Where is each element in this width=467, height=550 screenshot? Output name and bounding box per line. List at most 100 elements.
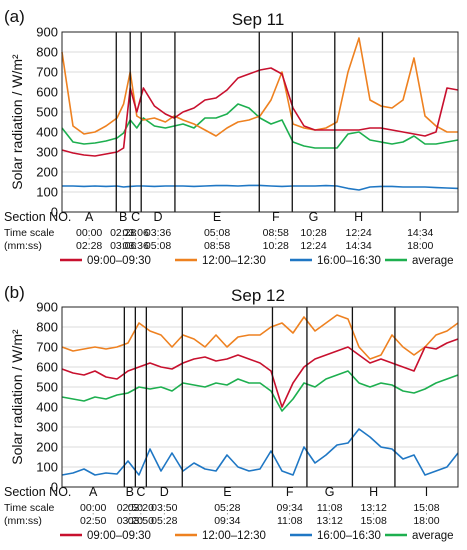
panel-a-section-letter: H bbox=[354, 210, 363, 224]
panel-a-section-letter: B bbox=[119, 210, 127, 224]
panel-a-section-start: 05:08 bbox=[204, 227, 230, 239]
panel-a-yticks: 0 100 200 300 400 500 600 700 800 900 bbox=[36, 25, 58, 220]
panel-a-series-line-0 bbox=[61, 67, 459, 157]
panel-a-section-start: 03:36 bbox=[145, 227, 171, 239]
panel-b-section-start: 09:34 bbox=[277, 502, 303, 514]
panel-b-section-end: 03:20 bbox=[117, 515, 143, 527]
panel-a-section-end: 18:00 bbox=[407, 240, 433, 252]
panel-a-section-label: Section NO. bbox=[4, 210, 71, 224]
panel-b-section-letter: G bbox=[325, 485, 335, 499]
panel-b-ytick-label: 500 bbox=[36, 380, 58, 395]
panel-b-section-start: 03:50 bbox=[151, 502, 177, 514]
panel-a-section-end: 12:24 bbox=[300, 240, 326, 252]
panel-b-section-start: 05:28 bbox=[214, 502, 240, 514]
panel-b-section-letter: B bbox=[126, 485, 134, 499]
panel-b-section-end: 05:28 bbox=[151, 515, 177, 527]
panel-a-section-end: 03:36 bbox=[123, 240, 149, 252]
panel-b-ytick-label: 800 bbox=[36, 320, 58, 335]
panel-a-ytick-label: 100 bbox=[36, 185, 58, 200]
panel-b-series-line-0 bbox=[61, 338, 459, 408]
panel-a-section-letter: C bbox=[131, 210, 140, 224]
panel-a-section-start: 08:58 bbox=[263, 227, 289, 239]
panel-b-section-letter: D bbox=[160, 485, 169, 499]
panel-b-section-end: 02:50 bbox=[80, 515, 106, 527]
panel-b-section-end: 11:08 bbox=[277, 515, 303, 527]
panel-b-ytick-label: 0 bbox=[51, 480, 58, 495]
panel-a: (a) Sep 11 Solar radiation / W/m² 0 100 20… bbox=[4, 7, 459, 267]
panel-b-section-end: 03:50 bbox=[128, 515, 154, 527]
panel-a-ylabel: Solar radiation / W/m² bbox=[9, 54, 25, 190]
panel-b-series-line-3 bbox=[61, 370, 459, 412]
panel-b-legend-label: average bbox=[412, 530, 454, 542]
panel-b-legend-label: 16:00–16:30 bbox=[317, 530, 381, 542]
panel-a-ytick-label: 900 bbox=[36, 25, 58, 40]
panel-b-section-letter: E bbox=[223, 485, 231, 499]
panel-b-section-letter: F bbox=[286, 485, 294, 499]
panel-a-legend-label: 12:00–12:30 bbox=[202, 255, 266, 267]
panel-b-section-letter: I bbox=[425, 485, 428, 499]
panel-b-ytick-label: 300 bbox=[36, 420, 58, 435]
panel-a-legend-label: 16:00–16:30 bbox=[317, 255, 381, 267]
panel-a-series-line-1 bbox=[61, 37, 458, 137]
panel-b-section-start: 03:20 bbox=[128, 502, 154, 514]
panel-a-section-letter: A bbox=[85, 210, 94, 224]
panel-a-section-end: 02:28 bbox=[76, 240, 102, 252]
panel-a-section-letter: E bbox=[213, 210, 221, 224]
panel-b-section-end: 18:00 bbox=[413, 515, 439, 527]
panel-a-frame bbox=[61, 31, 459, 213]
panel-a-section-end: 05:08 bbox=[145, 240, 171, 252]
panel-a-section-letter: F bbox=[272, 210, 280, 224]
panel-b-time-unit: (mm:ss) bbox=[4, 515, 42, 527]
panel-a-section-end: 14:34 bbox=[345, 240, 371, 252]
panel-a-legend-label: average bbox=[412, 255, 454, 267]
panel-a-boundaries bbox=[115, 32, 384, 212]
panel-a-lines bbox=[61, 37, 459, 191]
panel-b-section-end: 09:34 bbox=[214, 515, 240, 527]
panel-a-ytick-label: 500 bbox=[36, 105, 58, 120]
panel-b-sections: A00:0002:50B02:5003:20C03:2003:50D03:500… bbox=[80, 485, 440, 527]
panel-b-lines bbox=[61, 314, 459, 476]
panel-b-legend-label: 09:00–09:30 bbox=[87, 530, 151, 542]
panel-a-section-start: 00:00 bbox=[76, 227, 102, 239]
panel-b-section-start: 13:12 bbox=[361, 502, 387, 514]
panel-b-ytick-label: 700 bbox=[36, 340, 58, 355]
panel-b-ytick-label: 900 bbox=[36, 300, 58, 315]
panel-a-series-line-3 bbox=[61, 103, 459, 149]
panel-b-label: (b) bbox=[4, 283, 25, 302]
panel-a-ytick-label: 800 bbox=[36, 45, 58, 60]
panel-b-section-start: 15:08 bbox=[413, 502, 439, 514]
panel-a-ytick-label: 0 bbox=[51, 205, 58, 220]
panel-b-section-end: 15:08 bbox=[361, 515, 387, 527]
panel-b-section-label: Section NO. bbox=[4, 485, 71, 499]
panel-b-section-start: 00:00 bbox=[80, 502, 106, 514]
panel-a-section-end: 10:28 bbox=[263, 240, 289, 252]
panel-b-ylabel: Solar radiation / W/m² bbox=[9, 329, 25, 465]
panel-b-series-line-2 bbox=[61, 428, 459, 476]
panel-b-section-start: 11:08 bbox=[317, 502, 343, 514]
panel-b-section-letter: A bbox=[89, 485, 98, 499]
panel-a-section-start: 10:28 bbox=[300, 227, 326, 239]
panel-a-section-end: 08:58 bbox=[204, 240, 230, 252]
panel-b-ytick-label: 400 bbox=[36, 400, 58, 415]
panel-a-legend-label: 09:00–09:30 bbox=[87, 255, 151, 267]
panel-a-time-unit: (mm:ss) bbox=[4, 240, 42, 252]
panel-a-section-start: 02:28 bbox=[110, 227, 136, 239]
panel-a-ytick-label: 200 bbox=[36, 165, 58, 180]
panel-b-section-end: 13:12 bbox=[317, 515, 343, 527]
panel-a-section-letter: G bbox=[309, 210, 319, 224]
panel-b-ytick-label: 600 bbox=[36, 360, 58, 375]
panel-a-legend: 09:00–09:30 12:00–12:30 16:00–16:30 average bbox=[60, 255, 454, 267]
panel-a-section-end: 03:06 bbox=[110, 240, 136, 252]
panel-b-title: Sep 12 bbox=[231, 286, 285, 305]
panel-a-ytick-label: 400 bbox=[36, 125, 58, 140]
panel-b-section-start: 02:50 bbox=[117, 502, 143, 514]
panel-b-ytick-label: 200 bbox=[36, 440, 58, 455]
panel-a-time-label: Time scale bbox=[4, 227, 55, 239]
panel-a-section-letter: D bbox=[154, 210, 163, 224]
panel-a-ytick-label: 700 bbox=[36, 65, 58, 80]
panel-a-title: Sep 11 bbox=[232, 10, 285, 29]
panel-b-boundaries bbox=[123, 307, 396, 487]
panel-a-section-start: 12:24 bbox=[345, 227, 371, 239]
panel-b-time-label: Time scale bbox=[4, 502, 55, 514]
panel-b-section-letter: H bbox=[369, 485, 378, 499]
